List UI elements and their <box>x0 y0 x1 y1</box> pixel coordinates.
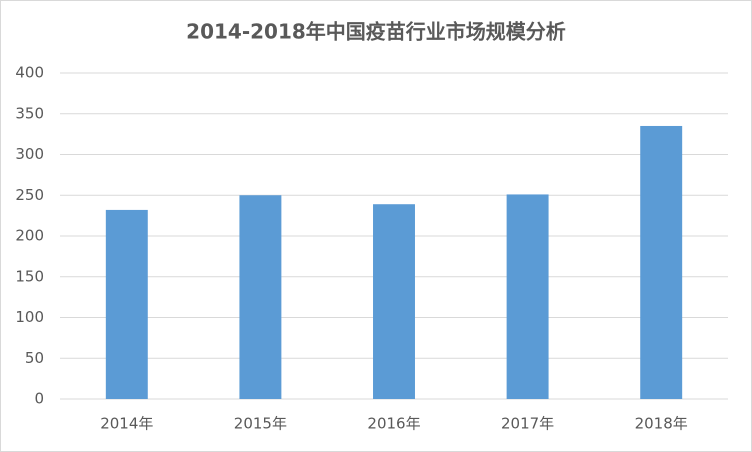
y-tick-label: 0 <box>34 390 44 408</box>
bar <box>105 209 148 399</box>
y-tick-label: 200 <box>15 227 44 245</box>
y-tick-label: 50 <box>25 349 44 367</box>
x-tick-label: 2018年 <box>635 415 688 433</box>
bar <box>239 195 282 399</box>
y-tick-label: 300 <box>15 145 44 163</box>
y-tick-label: 100 <box>15 308 44 326</box>
bar <box>506 194 549 399</box>
x-tick-label: 2016年 <box>367 415 420 433</box>
bar <box>640 125 683 399</box>
y-tick-label: 350 <box>15 104 44 122</box>
bar <box>373 204 415 399</box>
x-tick-label: 2017年 <box>501 415 554 433</box>
chart-title: 2014-2018年中国疫苗行业市场规模分析 <box>186 20 566 44</box>
y-tick-label: 250 <box>15 186 44 204</box>
y-tick-label: 400 <box>15 64 44 82</box>
x-tick-label: 2014年 <box>100 415 153 433</box>
x-tick-label: 2015年 <box>234 415 287 433</box>
y-tick-label: 150 <box>15 267 44 285</box>
